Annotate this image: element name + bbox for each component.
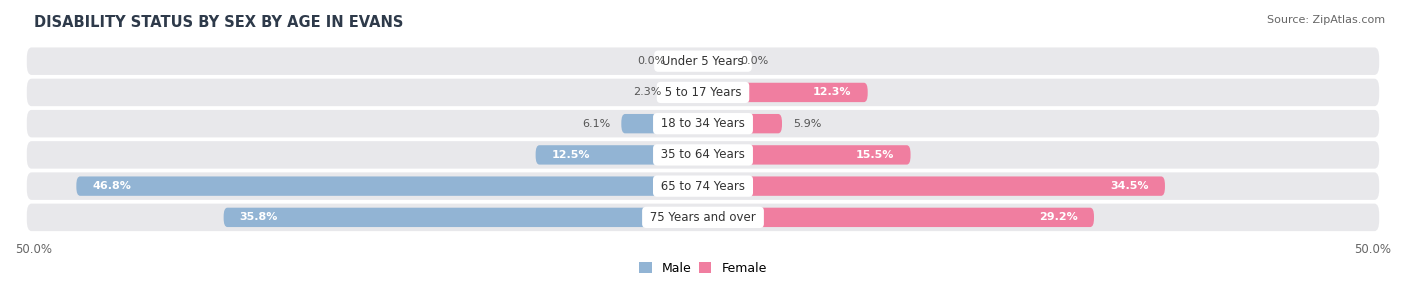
Text: 0.0%: 0.0% <box>741 56 769 66</box>
Text: 35.8%: 35.8% <box>239 212 278 222</box>
Text: 29.2%: 29.2% <box>1039 212 1078 222</box>
Text: 34.5%: 34.5% <box>1111 181 1149 191</box>
FancyBboxPatch shape <box>703 145 911 164</box>
FancyBboxPatch shape <box>536 145 703 164</box>
Legend: Male, Female: Male, Female <box>640 262 766 275</box>
FancyBboxPatch shape <box>676 51 703 71</box>
Text: 12.5%: 12.5% <box>551 150 591 160</box>
Text: 5 to 17 Years: 5 to 17 Years <box>661 86 745 99</box>
FancyBboxPatch shape <box>703 114 782 133</box>
Text: 18 to 34 Years: 18 to 34 Years <box>657 117 749 130</box>
FancyBboxPatch shape <box>703 51 730 71</box>
Text: 6.1%: 6.1% <box>582 119 610 129</box>
FancyBboxPatch shape <box>224 208 703 227</box>
Text: 0.0%: 0.0% <box>637 56 665 66</box>
Text: 75 Years and over: 75 Years and over <box>647 211 759 224</box>
FancyBboxPatch shape <box>703 176 1166 196</box>
Text: 15.5%: 15.5% <box>856 150 894 160</box>
Text: Source: ZipAtlas.com: Source: ZipAtlas.com <box>1267 15 1385 25</box>
Text: DISABILITY STATUS BY SEX BY AGE IN EVANS: DISABILITY STATUS BY SEX BY AGE IN EVANS <box>34 15 404 30</box>
FancyBboxPatch shape <box>27 47 1379 75</box>
Text: 35 to 64 Years: 35 to 64 Years <box>657 148 749 161</box>
FancyBboxPatch shape <box>672 83 703 102</box>
FancyBboxPatch shape <box>621 114 703 133</box>
FancyBboxPatch shape <box>27 172 1379 200</box>
FancyBboxPatch shape <box>27 141 1379 169</box>
FancyBboxPatch shape <box>27 79 1379 106</box>
Text: Under 5 Years: Under 5 Years <box>658 55 748 68</box>
FancyBboxPatch shape <box>76 176 703 196</box>
FancyBboxPatch shape <box>703 83 868 102</box>
Text: 2.3%: 2.3% <box>633 88 661 97</box>
Text: 5.9%: 5.9% <box>793 119 821 129</box>
FancyBboxPatch shape <box>27 110 1379 137</box>
Text: 46.8%: 46.8% <box>93 181 131 191</box>
FancyBboxPatch shape <box>703 208 1094 227</box>
Text: 12.3%: 12.3% <box>813 88 852 97</box>
FancyBboxPatch shape <box>27 204 1379 231</box>
Text: 65 to 74 Years: 65 to 74 Years <box>657 180 749 193</box>
